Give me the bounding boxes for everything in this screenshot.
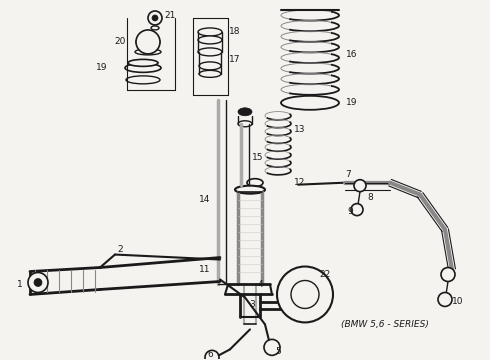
Text: 17: 17 [229,55,241,64]
Text: 13: 13 [294,125,306,134]
Circle shape [34,279,42,287]
Ellipse shape [238,121,252,127]
Text: 7: 7 [345,170,351,179]
Ellipse shape [128,59,158,66]
Text: 4: 4 [257,280,263,289]
Text: 9: 9 [347,207,353,216]
Ellipse shape [198,36,222,44]
Text: 3: 3 [249,300,255,309]
Ellipse shape [281,96,339,110]
Text: 20: 20 [114,37,126,46]
Text: 8: 8 [367,193,373,202]
Ellipse shape [125,63,161,72]
Circle shape [277,266,333,323]
Ellipse shape [247,179,263,187]
Circle shape [264,339,280,355]
Circle shape [28,273,48,292]
Text: 18: 18 [229,27,241,36]
Text: 19: 19 [96,63,108,72]
Text: (BMW 5,6 - SERIES): (BMW 5,6 - SERIES) [341,320,429,329]
Ellipse shape [238,108,252,116]
Text: 14: 14 [199,195,211,204]
Circle shape [205,350,219,360]
Ellipse shape [136,37,160,47]
Circle shape [441,267,455,282]
Ellipse shape [248,188,262,194]
Text: 19: 19 [346,98,358,107]
Circle shape [148,11,162,25]
Text: 12: 12 [294,178,306,187]
Ellipse shape [151,26,159,30]
Ellipse shape [198,48,222,56]
Text: 10: 10 [452,297,464,306]
Text: 2: 2 [117,245,123,254]
Ellipse shape [135,49,161,55]
Circle shape [152,15,158,21]
Text: 15: 15 [252,153,264,162]
Ellipse shape [126,76,160,84]
Circle shape [354,180,366,192]
Text: 1: 1 [17,280,23,289]
Circle shape [136,30,160,54]
Text: 22: 22 [319,270,331,279]
Ellipse shape [199,62,221,70]
Ellipse shape [235,186,265,194]
Circle shape [438,292,452,306]
Ellipse shape [199,70,221,77]
Text: 11: 11 [199,265,211,274]
Ellipse shape [198,28,222,36]
Text: 5: 5 [275,347,281,356]
Circle shape [291,280,319,309]
Text: 16: 16 [346,50,358,59]
Circle shape [351,204,363,216]
Text: 21: 21 [164,12,176,21]
Text: 6: 6 [207,350,213,359]
